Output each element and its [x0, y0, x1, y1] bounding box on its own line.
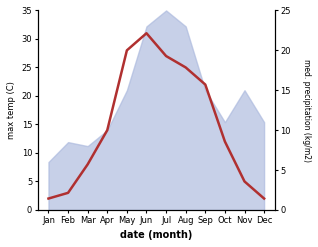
X-axis label: date (month): date (month)	[120, 230, 192, 240]
Y-axis label: max temp (C): max temp (C)	[7, 81, 16, 139]
Y-axis label: med. precipitation (kg/m2): med. precipitation (kg/m2)	[302, 59, 311, 162]
